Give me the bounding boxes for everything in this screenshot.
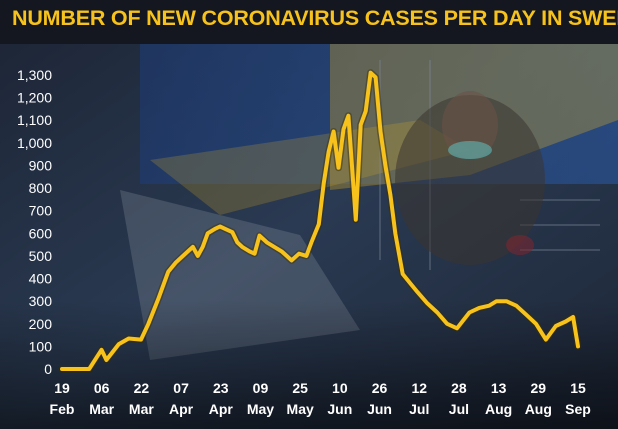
x-tick-month: May (287, 401, 314, 417)
x-tick-month: Mar (89, 401, 114, 417)
x-tick-label: 29 Aug (525, 380, 552, 417)
daily-cases-line (60, 70, 580, 371)
y-tick-label: 500 (29, 248, 53, 264)
x-tick-day: 28 (451, 380, 467, 396)
y-tick-label: 600 (29, 225, 53, 241)
x-tick-day: 19 (54, 380, 70, 396)
x-tick-label: 26 Jun (367, 380, 392, 417)
x-tick-label: 06 Mar (89, 380, 114, 417)
x-tick-label: 15 Sep (565, 380, 591, 417)
x-tick-day: 13 (491, 380, 507, 396)
x-tick-label: 07 Apr (169, 380, 194, 417)
x-tick-month: Aug (485, 401, 512, 417)
y-tick-label: 1,300 (17, 67, 52, 83)
y-tick-label: 1,100 (17, 112, 52, 128)
x-tick-day: 10 (332, 380, 348, 396)
x-tick-day: 07 (173, 380, 189, 396)
x-tick-day: 09 (253, 380, 269, 396)
x-tick-label: 10 Jun (327, 380, 352, 417)
x-tick-month: Apr (209, 401, 234, 417)
x-tick-month: Feb (50, 401, 75, 417)
x-tick-month: Sep (565, 401, 591, 417)
x-tick-month: Jun (367, 401, 392, 417)
x-tick-label: 09 May (247, 380, 274, 417)
x-tick-label: 19 Feb (50, 380, 75, 417)
chart-title: NUMBER OF NEW CORONAVIRUS CASES PER DAY … (12, 6, 618, 30)
y-tick-label: 200 (29, 316, 53, 332)
y-tick-label: 800 (29, 180, 53, 196)
x-tick-month: Aug (525, 401, 552, 417)
series-layer (58, 69, 582, 373)
x-tick-month: Jun (327, 401, 352, 417)
x-tick-day: 29 (531, 380, 547, 396)
x-tick-day: 25 (292, 380, 308, 396)
y-tick-label: 900 (29, 157, 53, 173)
y-tick-label: 700 (29, 203, 53, 219)
x-tick-day: 22 (134, 380, 150, 396)
x-tick-month: May (247, 401, 274, 417)
y-tick-label: 0 (44, 361, 52, 377)
x-axis: 19 Feb 06 Mar 22 Mar 07 Apr 23 Apr 09 May 25 May 10 Jun… (50, 380, 591, 417)
x-tick-label: 22 Mar (129, 380, 154, 417)
x-tick-day: 26 (372, 380, 388, 396)
x-tick-month: Jul (449, 401, 469, 417)
x-tick-day: 12 (411, 380, 427, 396)
y-axis: 0 100 200 300 400 500 600 700 800 900 1,000 1,100 1,… (17, 67, 52, 377)
x-tick-month: Apr (169, 401, 194, 417)
x-tick-label: 12 Jul (409, 380, 429, 417)
y-tick-label: 100 (29, 338, 53, 354)
y-tick-label: 1,000 (17, 135, 52, 151)
x-tick-month: Mar (129, 401, 154, 417)
x-tick-month: Jul (409, 401, 429, 417)
y-tick-label: 400 (29, 271, 53, 287)
y-tick-label: 300 (29, 293, 53, 309)
x-tick-day: 06 (94, 380, 110, 396)
x-tick-day: 23 (213, 380, 229, 396)
y-tick-label: 1,200 (17, 90, 52, 106)
x-tick-label: 13 Aug (485, 380, 512, 417)
x-tick-day: 15 (570, 380, 586, 396)
x-tick-label: 25 May (287, 380, 314, 417)
x-tick-label: 28 Jul (449, 380, 469, 417)
x-tick-label: 23 Apr (209, 380, 234, 417)
